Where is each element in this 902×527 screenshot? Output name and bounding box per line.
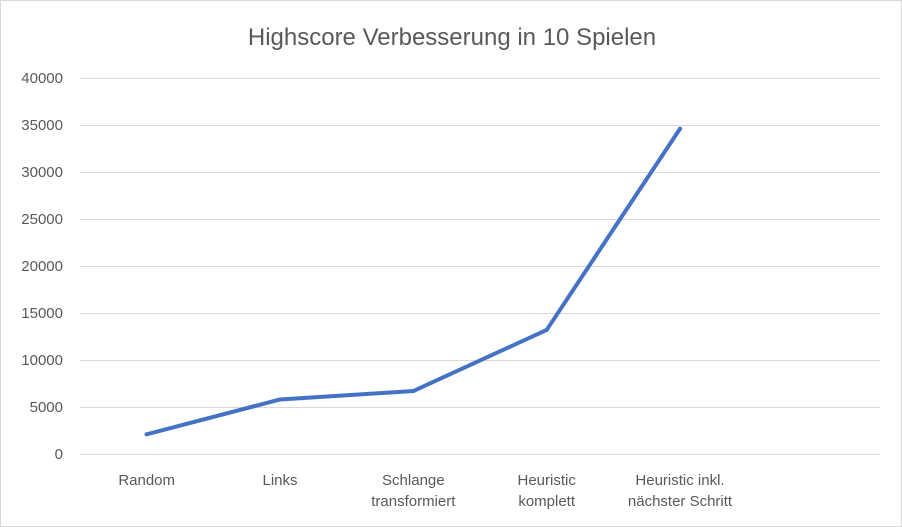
x-tick-label: Schlange transformiert: [371, 472, 456, 510]
data-point: [678, 126, 682, 131]
x-tick-labels: Random Links Schlange transformiert Heuristi…: [118, 472, 733, 510]
x-tick-label-line: nächster Schritt: [628, 493, 733, 510]
y-tick-label: 15000: [21, 305, 63, 322]
x-tick-label: Heuristic komplett: [517, 472, 576, 510]
x-tick-label-line: Heuristic: [517, 472, 576, 489]
x-tick-label-line: komplett: [518, 493, 576, 510]
y-tick-label: 10000: [21, 352, 63, 369]
data-point: [278, 397, 282, 402]
x-tick-label-line: Schlange: [382, 472, 445, 489]
y-tick-label: 25000: [21, 211, 63, 228]
y-tick-label: 0: [55, 446, 63, 463]
y-tick-label: 35000: [21, 117, 63, 134]
y-tick-labels: 0 5000 10000 15000 20000 25000 30000 35000 40000: [21, 70, 63, 463]
y-tick-label: 40000: [21, 70, 63, 87]
data-point: [411, 389, 416, 394]
x-tick-label-line: Heuristic inkl.: [635, 472, 724, 489]
chart-title: Highscore Verbesserung in 10 Spielen: [248, 24, 656, 51]
x-tick-label-line: Links: [262, 472, 297, 489]
series-group: [144, 126, 682, 437]
y-tick-label: 30000: [21, 164, 63, 181]
gridlines: [80, 78, 880, 455]
x-tick-label-line: Random: [118, 472, 175, 489]
series-line: [144, 126, 682, 437]
data-point: [544, 327, 549, 332]
y-tick-label: 5000: [30, 399, 63, 416]
x-tick-label-line: transformiert: [371, 493, 456, 510]
y-tick-label: 20000: [21, 258, 63, 275]
data-point: [144, 432, 149, 437]
x-tick-label: Links: [262, 472, 297, 489]
x-tick-label: Heuristic inkl. nächster Schritt: [628, 472, 733, 510]
x-tick-label: Random: [118, 472, 175, 489]
